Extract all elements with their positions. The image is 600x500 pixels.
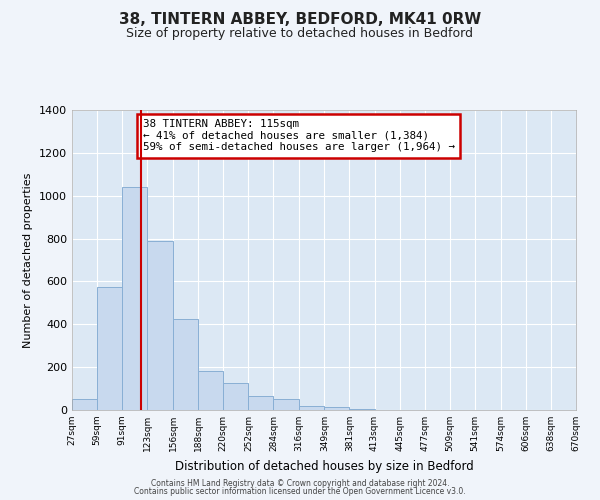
- Text: 38, TINTERN ABBEY, BEDFORD, MK41 0RW: 38, TINTERN ABBEY, BEDFORD, MK41 0RW: [119, 12, 481, 28]
- Bar: [248, 396, 274, 410]
- Bar: [72, 400, 97, 410]
- X-axis label: Distribution of detached houses by size in Bedford: Distribution of detached houses by size …: [175, 460, 473, 472]
- Bar: [198, 372, 223, 410]
- Text: Contains public sector information licensed under the Open Government Licence v3: Contains public sector information licen…: [134, 487, 466, 496]
- Bar: [325, 407, 349, 410]
- Bar: [274, 400, 299, 410]
- Y-axis label: Number of detached properties: Number of detached properties: [23, 172, 34, 348]
- Text: Size of property relative to detached houses in Bedford: Size of property relative to detached ho…: [127, 28, 473, 40]
- Bar: [223, 383, 248, 410]
- Bar: [349, 409, 374, 410]
- Bar: [147, 240, 173, 410]
- Bar: [173, 319, 198, 410]
- Bar: [97, 287, 122, 410]
- Bar: [299, 406, 325, 410]
- Text: Contains HM Land Registry data © Crown copyright and database right 2024.: Contains HM Land Registry data © Crown c…: [151, 478, 449, 488]
- Bar: [122, 187, 147, 410]
- Text: 38 TINTERN ABBEY: 115sqm
← 41% of detached houses are smaller (1,384)
59% of sem: 38 TINTERN ABBEY: 115sqm ← 41% of detach…: [143, 119, 455, 152]
